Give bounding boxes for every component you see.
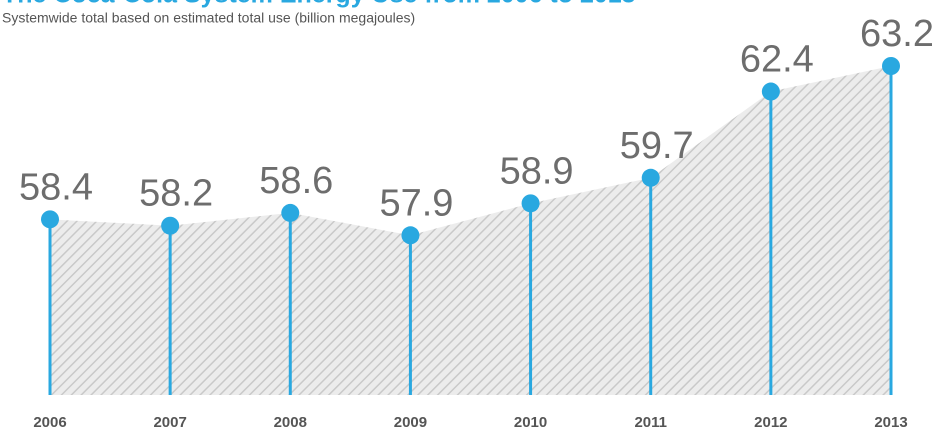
- area: [50, 66, 891, 395]
- data-label: 58.9: [500, 150, 574, 192]
- dot: [521, 194, 540, 213]
- dot: [761, 82, 780, 101]
- chart-title: The Coca-Cola System Energy Use from 200…: [2, 0, 636, 9]
- data-label: 62.4: [740, 39, 814, 81]
- x-tick-label: 2006: [33, 414, 66, 431]
- dot: [401, 226, 420, 245]
- chart-subtitle: Systemwide total based on estimated tota…: [2, 10, 415, 26]
- data-label: 58.2: [139, 173, 213, 215]
- x-tick-label: 2013: [874, 414, 907, 431]
- x-tick-label: 2011: [634, 414, 667, 431]
- dot: [41, 210, 59, 229]
- x-tick-label: 2009: [394, 414, 427, 431]
- data-label: 63.2: [860, 13, 932, 55]
- x-tick-label: 2007: [153, 414, 186, 431]
- dot: [281, 203, 300, 222]
- x-tick-label: 2010: [514, 414, 547, 431]
- dot: [161, 216, 180, 235]
- data-label: 57.9: [379, 182, 453, 224]
- dot: [641, 168, 660, 187]
- data-label: 58.4: [19, 166, 93, 208]
- x-tick-label: 2012: [754, 414, 787, 431]
- x-tick-label: 2008: [274, 414, 307, 431]
- data-label: 59.7: [620, 125, 694, 167]
- data-label: 58.6: [259, 160, 333, 202]
- dot: [882, 57, 900, 75]
